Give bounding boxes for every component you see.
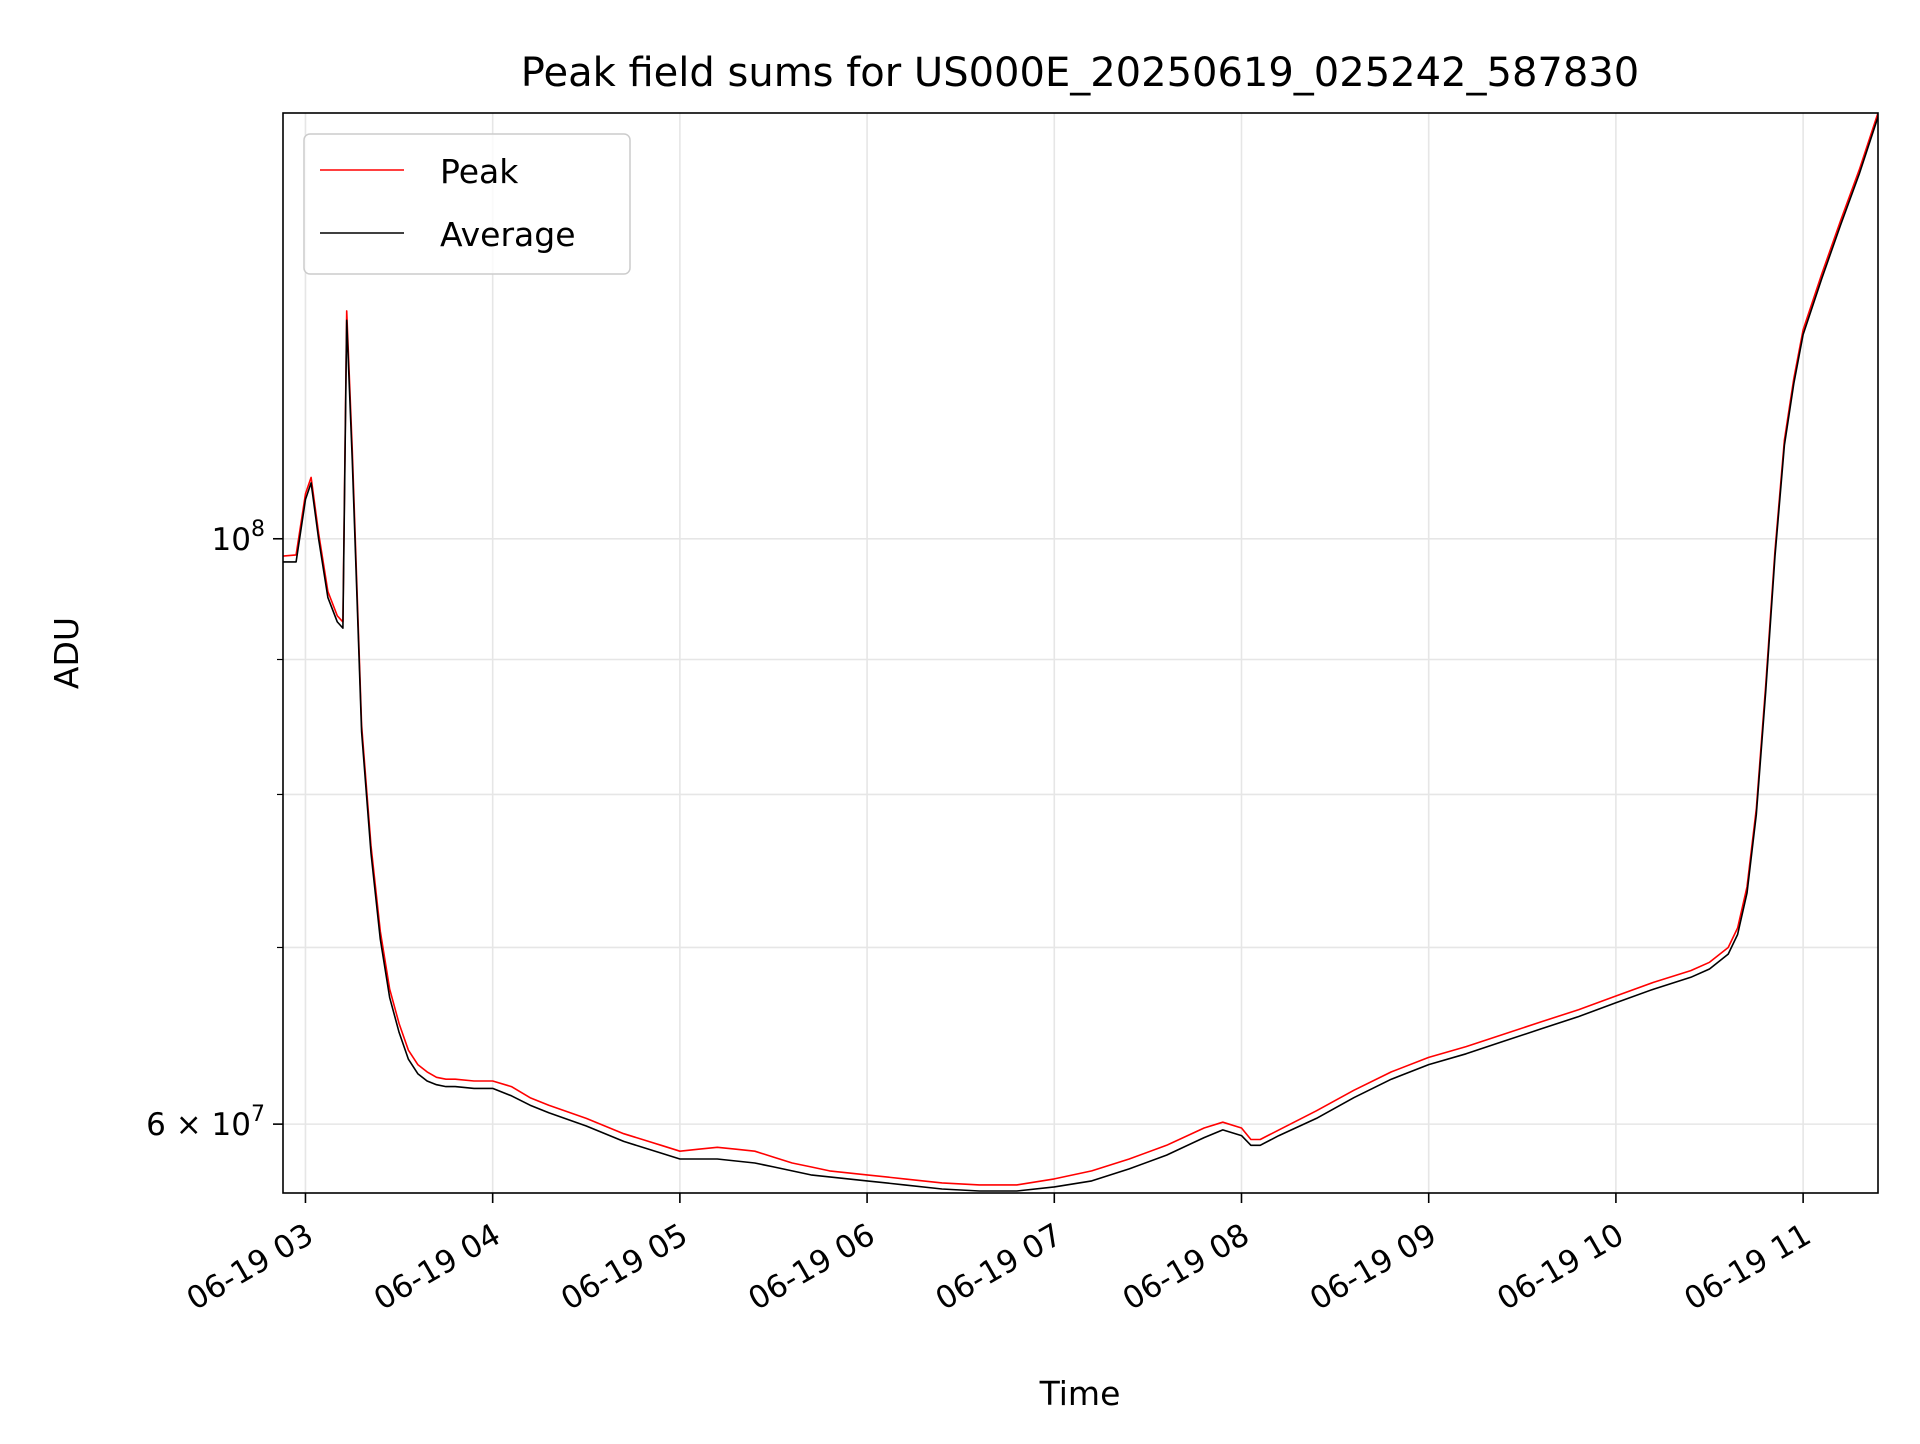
series-average-line <box>283 116 1878 1192</box>
series-peak-line <box>283 113 1878 1186</box>
y-axis: 6 × 107 108 <box>146 517 283 1143</box>
grid <box>283 113 1878 1193</box>
legend-average-label: Average <box>440 215 576 254</box>
chart-title: Peak field sums for US000E_20250619_0252… <box>521 50 1639 96</box>
series-layer <box>283 113 1878 1192</box>
y-axis-label: ADU <box>47 617 86 689</box>
legend-box <box>303 133 631 275</box>
plot-frame <box>282 112 1879 1194</box>
legend: Peak Average <box>303 133 631 275</box>
x-axis-label: Time <box>1039 1374 1121 1413</box>
y-tick-label: 6 × 107 <box>146 1102 265 1143</box>
y-tick-label: 108 <box>212 517 265 558</box>
legend-peak-label: Peak <box>440 152 519 191</box>
